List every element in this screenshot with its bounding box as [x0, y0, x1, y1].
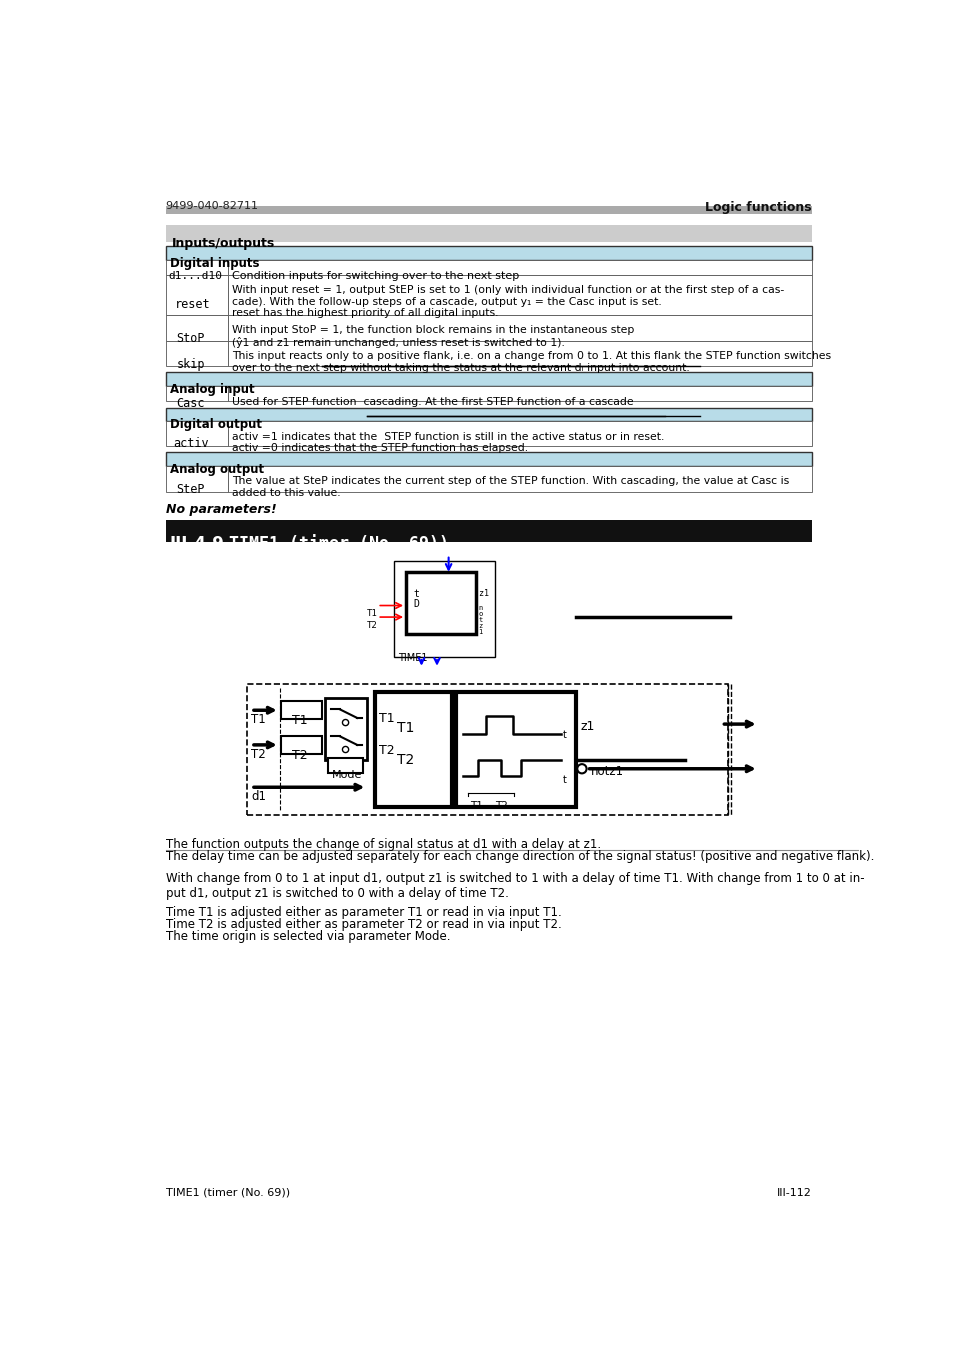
Bar	[166, 342, 228, 366]
Text: T1: T1	[367, 609, 377, 618]
Bar	[247, 684, 727, 815]
Text: Time T2 is adjusted either as parameter T2 or read in via input T2.: Time T2 is adjusted either as parameter …	[166, 918, 561, 932]
Text: T2: T2	[367, 621, 377, 630]
Text: The value at SteP indicates the current step of the STEP function. With cascadin: The value at SteP indicates the current …	[232, 477, 788, 498]
Text: With input reset = 1, output StEP is set to 1 (only with individual function or : With input reset = 1, output StEP is set…	[232, 285, 783, 319]
Text: The delay time can be adjusted separately for each change direction of the signa: The delay time can be adjusted separatel…	[166, 850, 873, 864]
Bar	[166, 259, 228, 275]
Text: Condition inputs for switching over to the next step: Condition inputs for switching over to t…	[232, 270, 518, 281]
Bar	[166, 421, 228, 446]
Text: T2: T2	[251, 748, 266, 761]
Bar	[166, 386, 228, 401]
Bar	[166, 225, 811, 242]
Bar	[166, 466, 228, 493]
Text: Analog output: Analog output	[170, 463, 263, 477]
Text: t: t	[477, 617, 482, 624]
Text: z: z	[477, 624, 482, 629]
Text: 9499-040-82711: 9499-040-82711	[166, 201, 258, 211]
Text: Casc: Casc	[176, 397, 205, 410]
Text: Digital inputs: Digital inputs	[170, 256, 259, 270]
Text: T1: T1	[292, 714, 308, 728]
Text: III-4.9: III-4.9	[170, 536, 224, 554]
Text: T2: T2	[292, 749, 308, 761]
Bar	[166, 452, 811, 466]
Bar	[228, 316, 811, 342]
Text: t: t	[562, 730, 566, 740]
Text: reset: reset	[174, 298, 211, 312]
Bar	[228, 466, 811, 493]
Text: n: n	[477, 605, 482, 610]
Text: T1: T1	[396, 721, 414, 734]
Bar	[281, 736, 321, 755]
Bar	[166, 316, 228, 342]
Text: Logic functions: Logic functions	[704, 201, 811, 213]
Bar	[375, 691, 452, 807]
Text: TIME1: TIME1	[397, 653, 427, 663]
Bar	[281, 701, 321, 720]
Text: With input StoP = 1, the function block remains in the instantaneous step
(ŷ1 an: With input StoP = 1, the function block …	[232, 325, 634, 348]
Circle shape	[342, 720, 348, 726]
Text: Analog input: Analog input	[170, 383, 254, 396]
Text: T2: T2	[396, 753, 414, 767]
Text: T1: T1	[251, 713, 266, 726]
Bar	[328, 757, 363, 774]
Text: III-112: III-112	[777, 1188, 811, 1197]
Text: Time T1 is adjusted either as parameter T1 or read in via input T1.: Time T1 is adjusted either as parameter …	[166, 906, 561, 919]
Bar	[166, 207, 811, 213]
Text: 1: 1	[484, 590, 489, 598]
Text: The time origin is selected via parameter Mode.: The time origin is selected via paramete…	[166, 930, 450, 944]
Text: Inputs/outputs: Inputs/outputs	[172, 236, 274, 250]
Text: d1...d10: d1...d10	[168, 270, 222, 281]
Text: o: o	[477, 612, 482, 617]
Text: TIME1 (timer (No. 69)): TIME1 (timer (No. 69))	[166, 1188, 290, 1197]
Text: Digital output: Digital output	[170, 418, 261, 432]
Text: t: t	[562, 775, 566, 784]
Text: SteP: SteP	[176, 483, 205, 495]
Bar	[406, 572, 476, 634]
Bar	[394, 560, 495, 657]
Text: Used for STEP function  cascading. At the first STEP function of a cascade: Used for STEP function cascading. At the…	[232, 397, 633, 406]
Bar	[324, 698, 367, 760]
Text: z1: z1	[579, 721, 594, 733]
Text: This input reacts only to a positive flank, i.e. on a change from 0 to 1. At thi: This input reacts only to a positive fla…	[232, 351, 830, 373]
Bar	[228, 275, 811, 316]
Bar	[166, 520, 811, 541]
Text: z: z	[477, 590, 482, 598]
Text: No parameters!: No parameters!	[166, 504, 276, 516]
Text: activ =1 indicates that the  STEP function is still in the active status or in r: activ =1 indicates that the STEP functio…	[232, 432, 663, 454]
Bar	[166, 373, 811, 386]
Text: activ: activ	[173, 437, 209, 450]
Text: t: t	[414, 590, 419, 599]
Text: T1: T1	[378, 711, 395, 725]
Text: d1: d1	[251, 790, 266, 803]
Text: skip: skip	[176, 358, 205, 371]
Text: With change from 0 to 1 at input d1, output z1 is switched to 1 with a delay of : With change from 0 to 1 at input d1, out…	[166, 872, 863, 900]
Bar	[228, 342, 811, 366]
Circle shape	[577, 764, 586, 774]
Text: notz1: notz1	[590, 765, 623, 778]
Bar	[166, 246, 811, 259]
Text: T2: T2	[378, 744, 395, 757]
Text: Mode: Mode	[332, 769, 362, 779]
Bar	[166, 408, 811, 421]
Text: 1: 1	[477, 629, 482, 636]
Text: T2: T2	[495, 801, 507, 811]
Bar	[166, 275, 228, 316]
Bar	[228, 259, 811, 275]
Bar	[228, 386, 811, 401]
Text: T1: T1	[470, 801, 482, 811]
Text: D: D	[414, 598, 419, 609]
Circle shape	[342, 747, 348, 752]
Bar	[228, 421, 811, 446]
Text: The function outputs the change of signal status at d1 with a delay at z1.: The function outputs the change of signa…	[166, 838, 600, 850]
Text: TIME1 (timer (No. 69)): TIME1 (timer (No. 69))	[229, 536, 449, 554]
Bar	[456, 691, 576, 807]
Text: StoP: StoP	[176, 332, 205, 346]
